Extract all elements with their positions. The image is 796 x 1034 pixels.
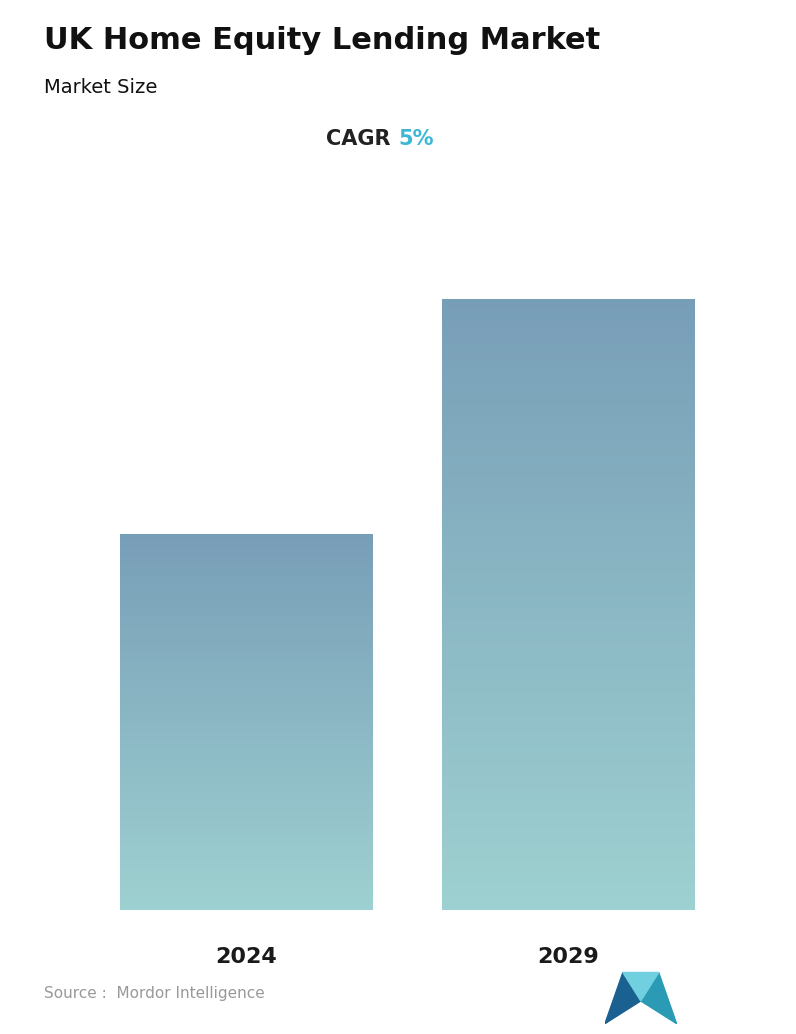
Polygon shape (605, 972, 641, 1024)
Polygon shape (641, 972, 677, 1024)
Text: 2029: 2029 (537, 946, 599, 967)
Text: UK Home Equity Lending Market: UK Home Equity Lending Market (44, 26, 600, 55)
Text: 2024: 2024 (215, 946, 277, 967)
Text: 5%: 5% (398, 129, 434, 149)
Polygon shape (622, 972, 659, 1001)
Text: Source :  Mordor Intelligence: Source : Mordor Intelligence (44, 985, 264, 1001)
Text: Market Size: Market Size (44, 78, 157, 96)
Text: CAGR: CAGR (326, 129, 398, 149)
